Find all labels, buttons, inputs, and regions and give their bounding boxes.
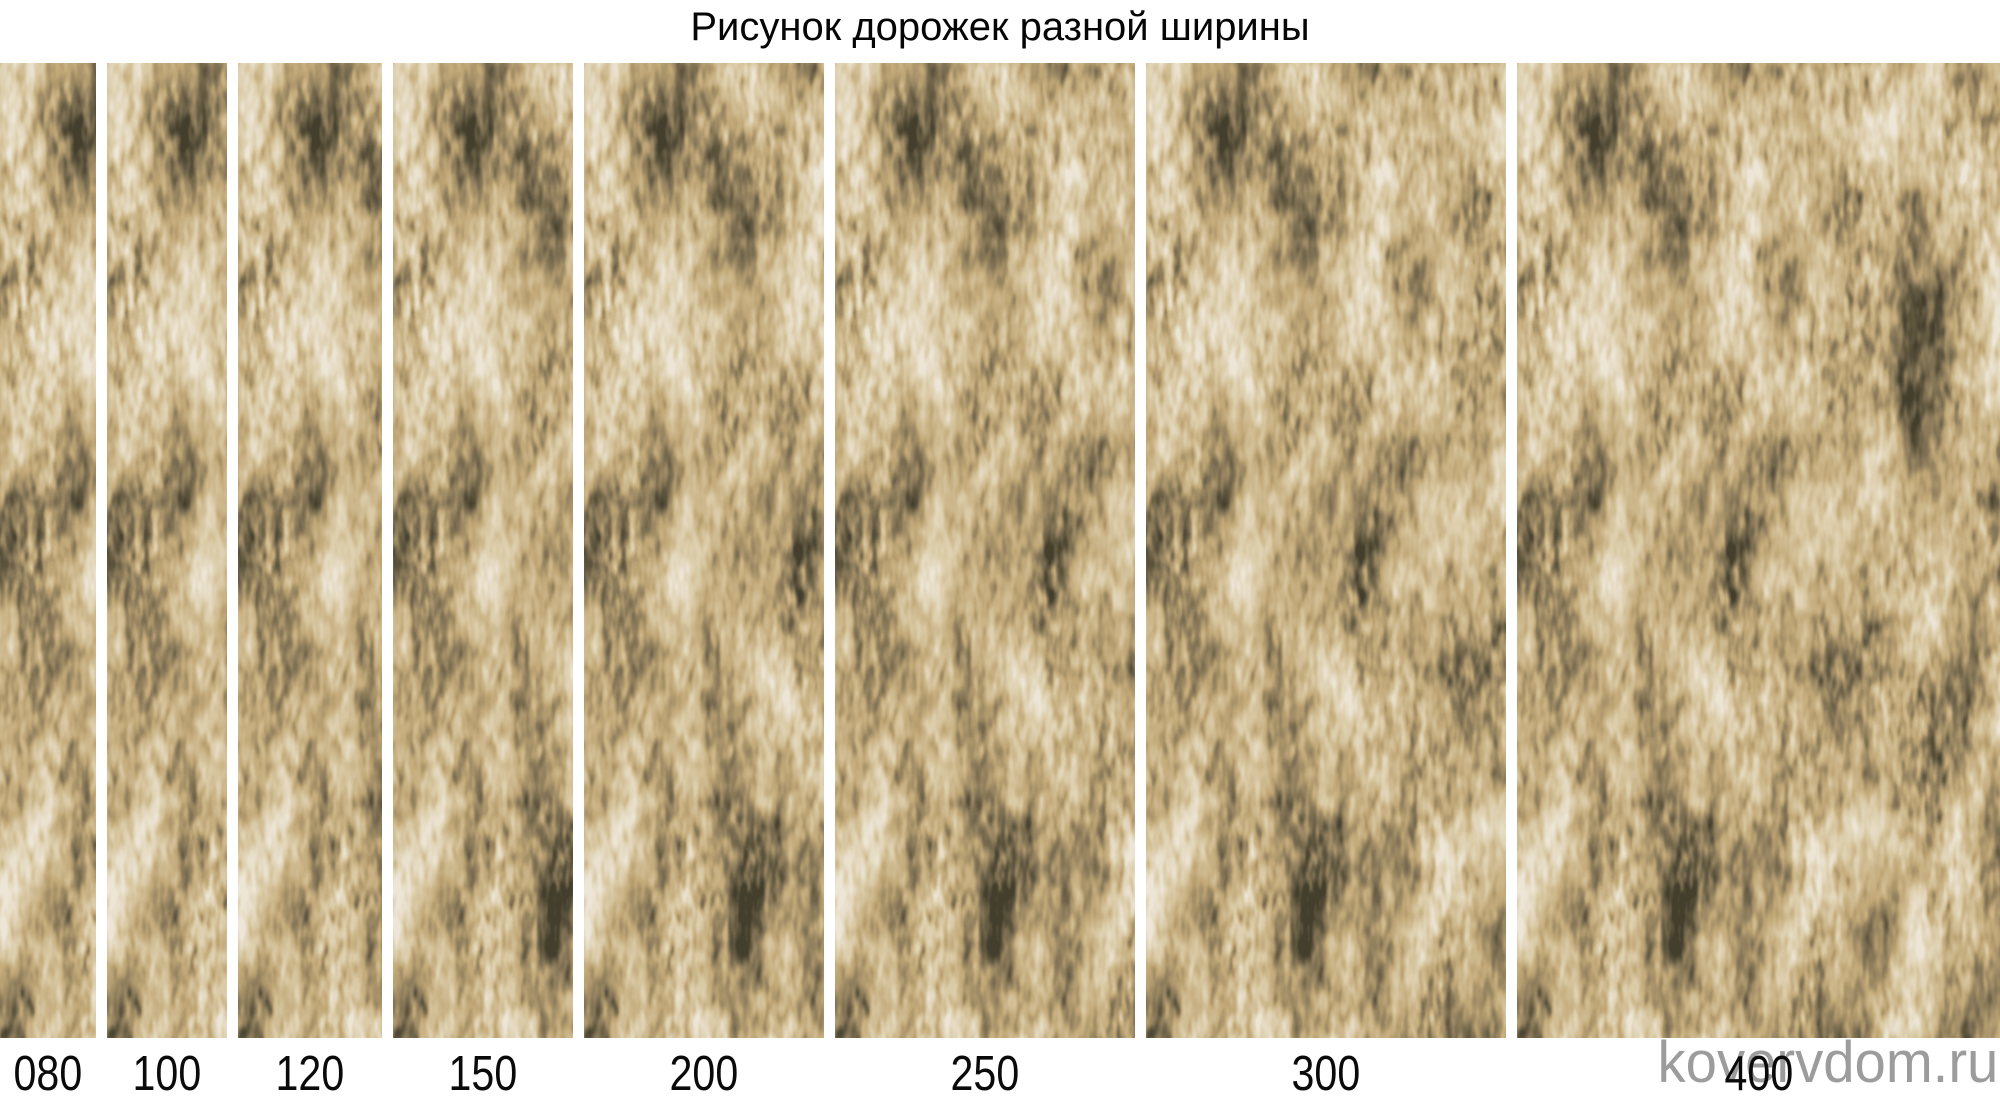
runner-width-label: 200	[669, 1047, 739, 1101]
runner-column: 400	[1517, 63, 2000, 1099]
runner-width-label: 080	[13, 1047, 83, 1101]
runner-width-label: 400	[1724, 1047, 1793, 1101]
runner-strip-image	[1517, 63, 2000, 1038]
runner-column: 150	[393, 63, 573, 1099]
runner-strip-image	[1146, 63, 1506, 1038]
runner-width-label: 300	[1291, 1047, 1361, 1101]
carpet-texture	[1146, 63, 1506, 1038]
runner-strips: 080 100 120 150	[0, 63, 2000, 1099]
carpet-texture	[1517, 63, 2000, 1038]
runner-strip-image	[393, 63, 573, 1038]
runner-width-label: 150	[448, 1047, 518, 1101]
runner-width-label: 250	[950, 1047, 1020, 1101]
watermark: kovervdom.ru	[1657, 1030, 1998, 1095]
runner-strip-image	[107, 63, 227, 1038]
runner-strip-image	[0, 63, 96, 1038]
runner-column: 100	[107, 63, 227, 1099]
carpet-texture	[835, 63, 1135, 1038]
runner-strip-image	[238, 63, 382, 1038]
runner-width-label: 120	[275, 1047, 345, 1101]
runner-column: 200	[584, 63, 824, 1099]
carpet-texture	[107, 63, 227, 1038]
runner-strip-image	[584, 63, 824, 1038]
runner-width-label: 100	[132, 1047, 202, 1101]
runner-column: 080	[0, 63, 96, 1099]
carpet-texture	[393, 63, 573, 1038]
carpet-texture	[584, 63, 824, 1038]
page-title: Рисунок дорожек разной ширины	[690, 5, 1310, 49]
runner-column: 250	[835, 63, 1135, 1099]
runner-column: 120	[238, 63, 382, 1099]
carpet-texture	[0, 63, 96, 1038]
runner-strip-image	[835, 63, 1135, 1038]
runner-column: 300	[1146, 63, 1506, 1099]
carpet-texture	[238, 63, 382, 1038]
